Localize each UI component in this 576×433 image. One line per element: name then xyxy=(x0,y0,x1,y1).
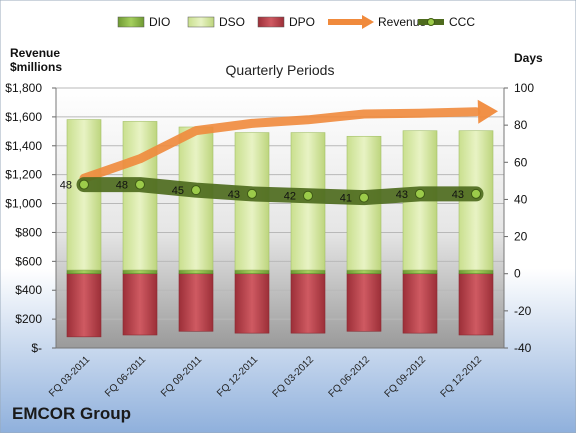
ccc-point xyxy=(247,188,257,199)
legend-label: DSO xyxy=(219,15,245,29)
left-tick-label: $1,800 xyxy=(5,81,42,95)
ccc-point xyxy=(359,192,369,203)
right-tick-label: -40 xyxy=(514,341,532,355)
ccc-data-label: 41 xyxy=(340,193,352,205)
left-tick-label: $600 xyxy=(15,254,42,268)
bar-dio xyxy=(122,269,158,275)
right-tick-label: 100 xyxy=(514,81,534,95)
chart-title: Quarterly Periods xyxy=(226,62,335,78)
left-tick-label: $1,000 xyxy=(5,197,42,211)
ccc-data-label: 48 xyxy=(60,180,72,192)
bar-dpo xyxy=(290,273,326,334)
bar-dio xyxy=(346,269,382,275)
ccc-point xyxy=(303,190,313,201)
bar-dpo xyxy=(178,273,214,332)
revenue-arrowhead xyxy=(477,99,498,124)
right-tick-label: 0 xyxy=(514,267,521,281)
left-tick-label: $1,600 xyxy=(5,110,42,124)
bar-dio xyxy=(178,269,214,275)
title-layer: Quarterly Periods Revenue $millions Days xyxy=(10,46,543,78)
right-axis-title: Days xyxy=(514,51,543,65)
legend-label: DPO xyxy=(289,15,315,29)
left-axis-title-line2: $millions xyxy=(10,60,62,74)
bar-dpo xyxy=(66,273,102,338)
ccc-point xyxy=(471,188,481,199)
ccc-data-label: 45 xyxy=(172,185,184,197)
legend-label: CCC xyxy=(449,15,475,29)
right-tick-label: 20 xyxy=(514,230,528,244)
bar-dpo xyxy=(122,273,158,336)
ccc-point xyxy=(191,185,201,196)
bar-dso xyxy=(66,119,102,271)
legend-swatch xyxy=(257,16,285,28)
ccc-data-label: 43 xyxy=(452,189,464,201)
left-axis-title-line1: Revenue xyxy=(10,46,60,60)
bar-dpo xyxy=(402,273,438,334)
bar-dio xyxy=(402,269,438,275)
left-tick-label: $400 xyxy=(15,283,42,297)
right-tick-label: 80 xyxy=(514,118,528,132)
ccc-point xyxy=(135,179,145,190)
left-tick-label: $200 xyxy=(15,312,42,326)
left-tick-label: $800 xyxy=(15,225,42,239)
right-tick-label: -20 xyxy=(514,304,532,318)
bar-dpo xyxy=(234,273,270,334)
right-tick-label: 40 xyxy=(514,192,528,206)
ccc-line xyxy=(76,177,484,206)
legend-label: DIO xyxy=(149,15,170,29)
bar-dso xyxy=(178,126,214,271)
bar-dpo xyxy=(346,273,382,332)
legend-label: Revenue xyxy=(378,15,426,29)
left-tick-label: $1,200 xyxy=(5,168,42,182)
legend-marker-ccc xyxy=(427,18,435,26)
ccc-point xyxy=(79,179,89,190)
ccc-data-label: 43 xyxy=(396,189,408,201)
company-name: EMCOR Group xyxy=(12,404,131,423)
revenue-line xyxy=(79,107,481,183)
bar-dpo xyxy=(458,273,494,336)
left-tick-label: $- xyxy=(31,341,42,355)
legend-arrowhead-revenue xyxy=(362,15,374,29)
label-layer: 48 48 45 43 42 41 43 43 xyxy=(60,180,464,205)
bar-dio xyxy=(290,269,326,275)
ccc-data-label: 42 xyxy=(284,191,296,203)
legend-layer: DIO DSO DPO Revenue CCC xyxy=(117,15,475,29)
right-tick-label: 60 xyxy=(514,155,528,169)
line-layer xyxy=(76,99,498,206)
ccc-data-label: 48 xyxy=(116,180,128,192)
legend-swatch xyxy=(187,16,215,28)
bar-dio xyxy=(458,269,494,275)
bar-dso xyxy=(122,121,158,271)
ccc-point xyxy=(415,188,425,199)
legend-swatch xyxy=(117,16,145,28)
ccc-data-label: 43 xyxy=(228,189,240,201)
bar-dio xyxy=(234,269,270,275)
left-tick-label: $1,400 xyxy=(5,139,42,153)
bar-dio xyxy=(66,269,102,275)
